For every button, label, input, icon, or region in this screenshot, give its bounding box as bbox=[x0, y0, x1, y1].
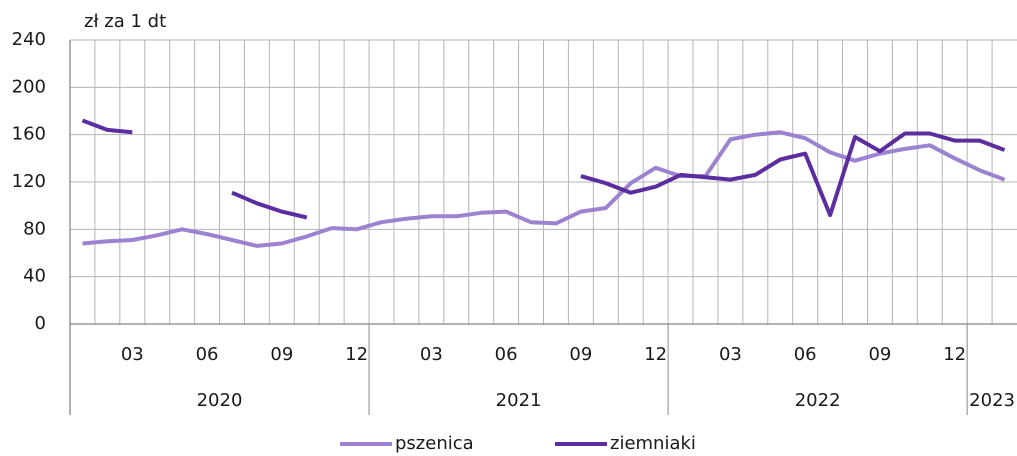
legend-label: ziemniaki bbox=[610, 433, 696, 454]
x-tick-label: 12 bbox=[943, 344, 966, 365]
year-label: 2023 bbox=[969, 390, 1015, 411]
y-axis-label: zł za 1 dt bbox=[84, 11, 166, 32]
x-tick-label: 03 bbox=[719, 344, 742, 365]
y-tick-label: 40 bbox=[23, 266, 46, 287]
x-tick-label: 06 bbox=[196, 344, 219, 365]
y-tick-label: 0 bbox=[35, 313, 46, 334]
year-label: 2021 bbox=[496, 390, 542, 411]
line-series bbox=[82, 130, 1006, 248]
x-tick-label: 12 bbox=[644, 344, 667, 365]
x-tick-label: 06 bbox=[495, 344, 518, 365]
y-tick-label: 240 bbox=[12, 29, 46, 50]
y-tick-label: 80 bbox=[23, 218, 46, 239]
y-tick-label: 120 bbox=[12, 171, 46, 192]
y-tick-label: 160 bbox=[12, 124, 46, 145]
x-tick-label: 03 bbox=[420, 344, 443, 365]
x-tick-label: 03 bbox=[121, 344, 144, 365]
legend-label: pszenica bbox=[395, 433, 474, 454]
x-tick-label: 09 bbox=[270, 344, 293, 365]
year-label: 2022 bbox=[795, 390, 841, 411]
line-series bbox=[81, 118, 1006, 220]
y-tick-label: 200 bbox=[12, 76, 46, 97]
x-tick-label: 09 bbox=[868, 344, 891, 365]
x-tick-label: 06 bbox=[794, 344, 817, 365]
x-tick-label: 12 bbox=[345, 344, 368, 365]
x-tick-label: 09 bbox=[569, 344, 592, 365]
year-label: 2020 bbox=[197, 390, 243, 411]
